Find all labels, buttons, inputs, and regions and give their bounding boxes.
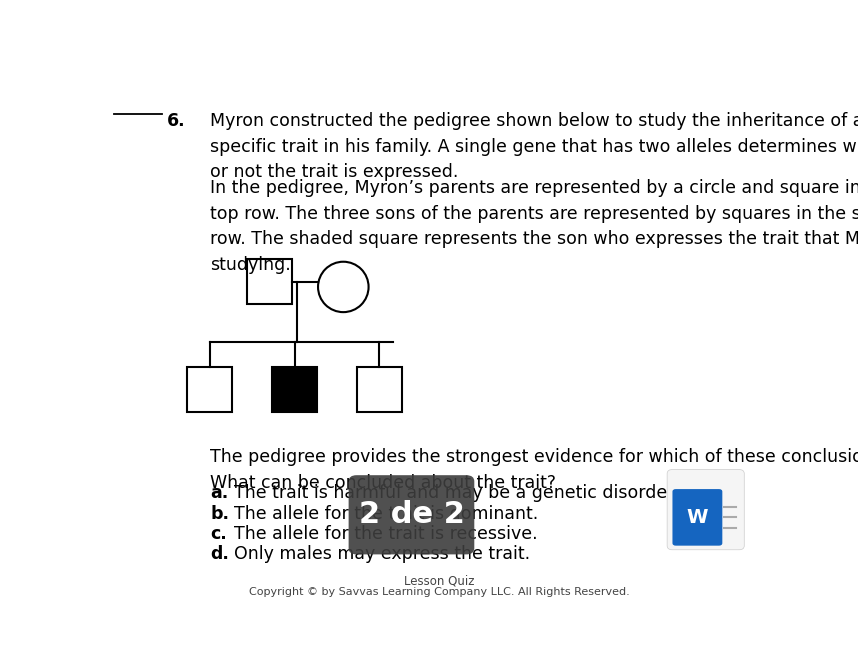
FancyBboxPatch shape [668,470,744,550]
Ellipse shape [318,262,369,312]
FancyBboxPatch shape [348,475,474,554]
Text: The allele for the trait is dominant.: The allele for the trait is dominant. [233,504,538,522]
Text: a.: a. [210,484,228,502]
Bar [247,259,292,304]
Text: In the pedigree, Myron’s parents are represented by a circle and square in the
t: In the pedigree, Myron’s parents are rep… [210,179,858,274]
Text: The pedigree provides the strongest evidence for which of these conclusions?
Wha: The pedigree provides the strongest evid… [210,448,858,492]
Text: d.: d. [210,544,229,562]
Text: The trait is harmful and may be a genetic disorder.: The trait is harmful and may be a geneti… [233,484,678,502]
Text: The allele for the trait is recessive.: The allele for the trait is recessive. [233,524,537,542]
Text: W: W [686,508,708,527]
FancyBboxPatch shape [673,489,722,546]
Text: 2 de 2: 2 de 2 [359,500,464,529]
Text: Copyright © by Savvas Learning Company LLC. All Rights Reserved.: Copyright © by Savvas Learning Company L… [250,587,630,597]
Bar [187,367,233,412]
Text: c.: c. [210,524,227,542]
Text: 6.: 6. [167,112,185,130]
Text: Myron constructed the pedigree shown below to study the inheritance of a
specifi: Myron constructed the pedigree shown bel… [210,112,858,182]
Bar [357,367,402,412]
Text: Lesson Quiz: Lesson Quiz [404,575,475,588]
Text: b.: b. [210,504,229,522]
Bar [272,367,317,412]
Text: Only males may express the trait.: Only males may express the trait. [233,544,529,562]
